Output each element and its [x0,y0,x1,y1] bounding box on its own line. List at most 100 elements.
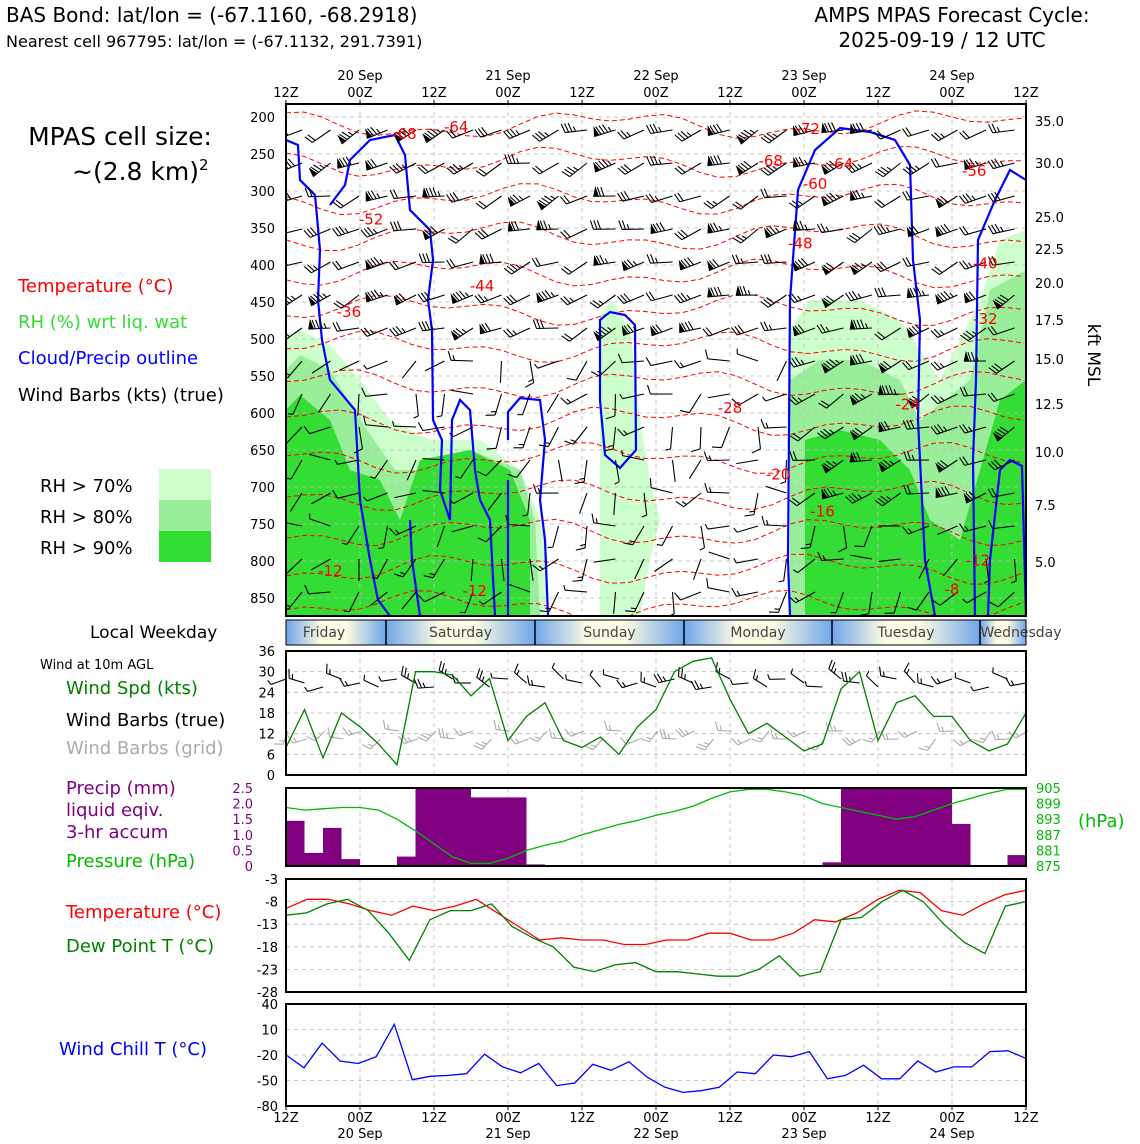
isotherm-label-16: -16 [810,503,835,521]
barb-15-9-full-0 [712,444,721,450]
wind10m-barb-grid-29 [807,734,824,753]
kft-tick-6: 15.0 [1035,353,1064,368]
barb-9-3-half-0 [549,224,551,229]
barb-3-7-staff [367,361,387,369]
wind10m-barb-grid-26-staff [760,731,769,742]
barb-11-4 [592,253,615,265]
barb-17-7-staff [777,361,786,381]
wind10m-barb-true-34-staff [904,671,915,683]
barb-9-8 [547,394,558,413]
barb-5-6-full-2 [426,321,430,330]
bottom-time-tick-6: 12Z [717,1111,743,1126]
barb-1-4 [304,254,330,274]
barb-5-1 [418,155,444,175]
wind10m-barb-grid-36-half-0 [942,726,944,731]
barb-16-4-half-0 [741,258,743,263]
barb-6-9 [450,423,473,438]
barb-5-9-full-0 [418,422,422,431]
barb-1-6-full-1 [316,320,319,329]
barb-17-14-full-0 [769,609,778,615]
barb-16-13 [734,554,758,563]
wind10m-barb-grid-34 [898,723,917,739]
barb-14-1-full-0 [675,166,682,175]
bottom-time-tick-1: 00Z [347,1111,373,1126]
barb-25-3-half-0 [1001,227,1004,232]
barb-10-10-half-0 [579,478,584,480]
barb-5-5 [418,286,445,302]
legend-rh80-label: RH > 80% [40,507,133,528]
wind10m-barb-grid-8-staff [426,731,436,741]
barb-10-8-half-0 [567,398,571,403]
barb-3-5 [364,286,388,301]
barb-18-4 [791,254,815,271]
wind10m-barb-true-29-half-0 [805,681,807,686]
pressure-tick-1: 250 [250,148,275,163]
wind10m-barb-true-33-staff [881,676,897,679]
precip-ytick-2: 1.0 [232,829,253,844]
top-time-tick-4: 12Z [569,86,595,101]
barb-21-5-full-2 [882,287,886,296]
wind10m-barb-grid-10-full-0 [454,727,460,736]
wind10m-barb-grid-30-half-0 [834,726,836,731]
wind10m-barb-true-40-full-0 [1006,677,1011,686]
isotherm-label-21: -12 [318,562,343,580]
barb-7-3-full-0 [475,231,482,240]
barb-0-5 [279,287,302,307]
wind10m-barb-grid-6 [382,720,400,731]
wind10m-barb-grid-38-staff [983,731,991,743]
barb-12-3-half-0 [627,224,629,229]
wc-ytick-3: -50 [257,1075,278,1090]
legend-precip-3: 3-hr accum [66,822,168,843]
barb-5-4-full-2 [426,253,429,262]
wind-ytick-2: 12 [258,728,275,743]
barb-13-4-half-0 [656,258,658,263]
barb-10-1 [562,156,587,179]
barb-17-3 [763,221,787,238]
barb-8-8-half-0 [517,413,522,416]
precip-bar-3 [342,859,361,866]
legend-wind-speed: Wind Spd (kts) [66,678,198,699]
barb-9-4 [532,253,558,267]
barb-11-1 [592,155,616,172]
barb-14-4 [677,254,701,270]
barb-9-6 [533,319,558,329]
barb-17-2-full-1 [764,188,768,197]
wind10m-barb-true-8-half-0 [423,683,425,688]
barb-23-6-full-0 [931,329,938,338]
barb-13-4-full-1 [651,254,654,263]
barb-15-4 [706,254,730,271]
barb-14-10-staff [689,460,701,479]
barb-13-3 [649,220,672,233]
barb-9-6-full-0 [533,319,536,328]
wind10m-barb-grid-22-full-1 [679,727,685,736]
pressure-tick-9: 650 [250,444,275,459]
barb-22-0 [902,121,929,137]
wind10m-barb-true-13-staff [514,673,526,683]
barb-20-5 [846,286,872,301]
barb-4-3-full-2 [397,221,401,230]
wind10m-barb-true-23-half-0 [700,683,702,688]
bottom-time-tick-0: 12Z [273,1111,299,1126]
barb-23-5-half-0 [950,292,954,297]
td-ytick-0: -3 [265,873,278,888]
barb-25-0-full-0 [989,124,993,133]
pressure-tick-2: 300 [250,185,275,200]
barb-0-3-full-1 [279,225,284,234]
barb-7-2 [476,189,502,211]
wc-ytick-1: 10 [261,1024,278,1039]
top-time-tick-9: 00Z [939,86,965,101]
kft-tick-7: 12.5 [1035,398,1064,413]
td-ytick-1: -8 [265,896,278,911]
isotherm-label-7: -64 [829,155,854,173]
barb-12-0-full-0 [618,131,624,140]
wind10m-barb-grid-26 [751,725,769,744]
barb-23-0-half-0 [940,133,944,138]
legend-rh70-swatch [159,469,211,500]
wind10m-barb-true-2-half-0 [305,687,308,692]
wind10m-barb-true-8-full-0 [414,679,418,688]
barb-12-3-full-0 [619,220,622,229]
barb-10-5-full-0 [561,297,568,306]
kft-tick-8: 10.0 [1035,446,1064,461]
hpa-axis-label: (hPa) [1078,811,1125,832]
barb-9-2 [536,189,559,210]
